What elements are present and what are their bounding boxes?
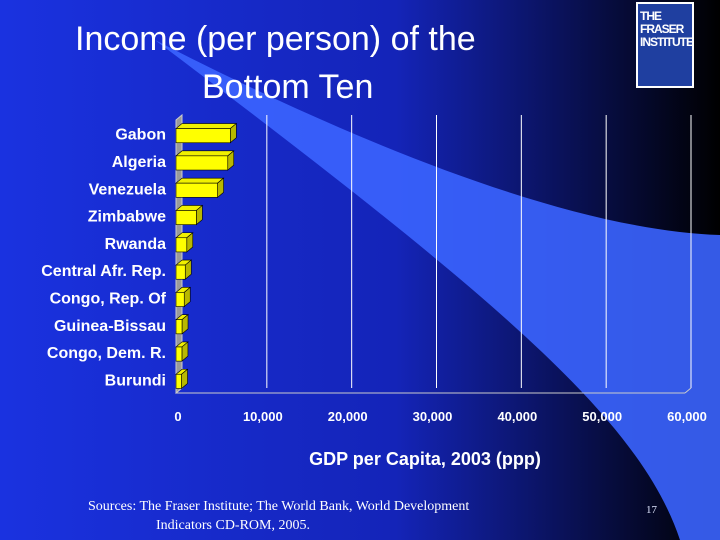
source-note: Sources: The Fraser Institute; The World… [88,497,469,535]
bar-face [175,292,185,307]
bar [175,177,225,198]
x-tick-label: 50,000 [582,409,622,424]
slide-title-line-2: Bottom Ten [202,68,374,106]
bar-top [175,177,225,184]
fraser-institute-logo: THE FRASER INSTITUTE [636,2,694,88]
bar-face [175,264,186,280]
bar [175,368,189,390]
x-axis-label: GDP per Capita, 2003 (ppp) [309,449,541,469]
category-label: Venezuela [89,181,166,198]
x-tick-labels: 0 10,000 20,000 30,000 40,000 50,000 60,000 [174,409,707,424]
x-tick-label: 0 [174,409,181,424]
bars [175,122,238,390]
x-tick-label: 40,000 [497,409,537,424]
bar [175,150,235,171]
bar [175,204,204,226]
category-label: Gabon [115,127,166,144]
bar [175,232,194,253]
bar-face [175,319,183,335]
bar-face [175,128,231,144]
bar [175,259,193,280]
bar [175,286,192,308]
category-label: Burundi [105,372,166,389]
bar-face [175,155,229,171]
bar [175,122,238,144]
category-labels: Gabon Algeria Venezuela Zimbabwe Rwanda Centr… [41,127,166,390]
bar-face [175,210,197,225]
page-number: 17 [646,504,657,516]
bar-face [175,373,182,389]
bar-face [175,182,218,198]
x-axis-depth-line [684,387,692,394]
category-label: Congo, Dem. R. [47,345,166,362]
x-tick-label: 10,000 [243,409,283,424]
x-tick-label: 30,000 [413,409,453,424]
category-label: Algeria [112,154,166,171]
category-label: Guinea-Bissau [54,318,166,335]
source-line-1: Sources: The Fraser Institute; The World… [88,499,470,514]
category-label: Rwanda [105,236,166,253]
source-line-2: Indicators CD-ROM, 2005. [156,518,310,533]
bar-chart: Gabon Algeria Venezuela Zimbabwe Rwanda Centr… [41,113,707,469]
bar-top [175,150,235,157]
x-tick-label: 60,000 [667,409,707,424]
category-label: Central Afr. Rep. [41,263,166,280]
gridlines [175,113,692,395]
slide-title-line-1: Income (per person) of the [75,20,476,58]
category-label: Congo, Rep. Of [50,290,167,307]
bar-top [175,123,238,129]
x-tick-label: 20,000 [328,409,368,424]
bar-face [175,346,183,362]
bar [175,314,189,335]
background-swoosh [155,40,720,540]
bar [175,341,189,362]
bar-face [175,237,188,253]
logo-text: THE FRASER INSTITUTE [640,9,694,49]
category-label: Zimbabwe [88,209,166,226]
